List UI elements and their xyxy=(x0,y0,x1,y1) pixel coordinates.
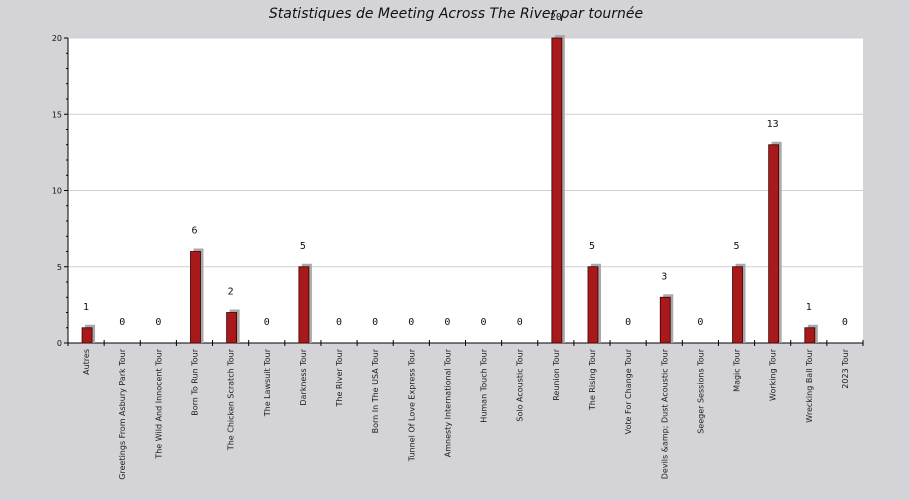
data-label: 0 xyxy=(155,317,161,328)
y-tick-label: 0 xyxy=(57,339,62,348)
bar xyxy=(190,251,201,344)
data-label: 0 xyxy=(119,317,125,328)
y-tick-label: 5 xyxy=(57,263,62,272)
bar xyxy=(732,266,743,344)
data-label: 0 xyxy=(842,317,848,328)
category-label: Autres xyxy=(82,349,91,375)
chart-title: Statistiques de Meeting Across The River… xyxy=(268,6,644,22)
data-label: 2 xyxy=(228,287,234,298)
category-label: The Rising Tour xyxy=(588,348,597,411)
category-label: Born In The USA Tour xyxy=(371,348,380,433)
category-label: Magic Tour xyxy=(733,348,742,392)
category-label: Amnesty International Tour xyxy=(443,348,452,457)
y-tick-label: 20 xyxy=(52,34,62,43)
category-label: Darkness Tour xyxy=(299,348,308,405)
bars xyxy=(81,35,818,344)
category-label: Wrecking Ball Tour xyxy=(805,348,814,422)
data-label: 0 xyxy=(697,317,703,328)
data-label: 1 xyxy=(806,302,812,313)
bar xyxy=(659,296,671,344)
data-label: 13 xyxy=(767,119,779,130)
bar xyxy=(587,266,599,344)
category-label: Greetings From Asbury Park Tour xyxy=(118,348,127,479)
category-label: The Chicken Scratch Tour xyxy=(227,348,236,451)
category-label: The Wild And Innocent Tour xyxy=(154,348,163,459)
bar xyxy=(768,144,780,344)
data-label: 0 xyxy=(372,317,378,328)
data-label: 6 xyxy=(191,226,197,237)
category-label: Devils &amp; Dust Acoustic Tour xyxy=(660,348,669,479)
category-label: Human Touch Tour xyxy=(480,348,489,422)
category-label: The River Tour xyxy=(335,348,344,407)
data-label: 20 xyxy=(550,12,562,23)
data-label: 0 xyxy=(517,317,523,328)
category-label: Working Tour xyxy=(769,348,778,401)
data-label: 0 xyxy=(264,317,270,328)
bar xyxy=(551,37,563,344)
y-tick-label: 10 xyxy=(52,187,62,196)
bar xyxy=(81,327,93,344)
data-label: 5 xyxy=(589,241,595,252)
data-label: 0 xyxy=(481,317,487,328)
category-label: Seeger Sessions Tour xyxy=(696,348,705,433)
category-label: Vote For Change Tour xyxy=(624,348,633,434)
data-label: 0 xyxy=(625,317,631,328)
y-tick-label: 15 xyxy=(52,110,62,119)
data-label: 0 xyxy=(444,317,450,328)
data-label: 3 xyxy=(661,271,667,282)
data-label: 0 xyxy=(336,317,342,328)
bar xyxy=(804,327,816,344)
category-label: Born To Run Tour xyxy=(190,348,199,415)
bar xyxy=(298,266,310,344)
data-label: 1 xyxy=(83,302,89,313)
data-label: 0 xyxy=(408,317,414,328)
data-label: 5 xyxy=(734,241,740,252)
category-label: The Lawsuit Tour xyxy=(263,348,272,417)
category-label: Tunnel Of Love Express Tour xyxy=(407,348,416,462)
data-label: 5 xyxy=(300,241,306,252)
bar xyxy=(226,312,238,344)
category-label: Solo Acoustic Tour xyxy=(516,348,525,421)
category-label: 2023 Tour xyxy=(841,348,850,388)
category-label: Reunion Tour xyxy=(552,348,561,400)
